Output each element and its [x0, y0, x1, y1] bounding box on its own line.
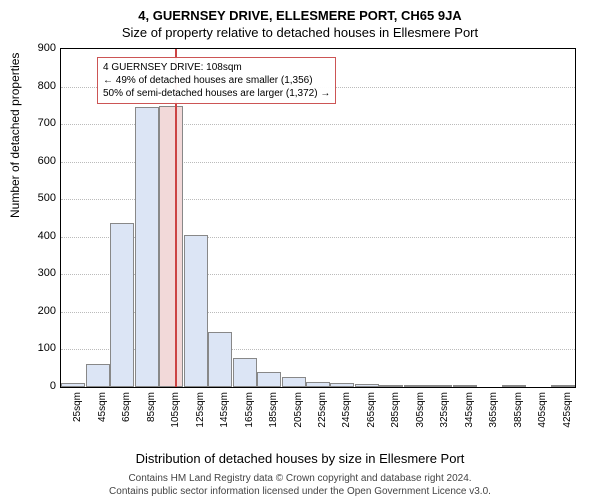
xtick-label: 125sqm: [195, 392, 206, 442]
y-axis-label: Number of detached properties: [8, 53, 22, 218]
xtick-label: 45sqm: [97, 392, 108, 442]
xtick-label: 145sqm: [219, 392, 230, 442]
histogram-bar: [86, 364, 110, 387]
xtick-label: 365sqm: [488, 392, 499, 442]
histogram-bar: [404, 385, 428, 387]
title-main: 4, GUERNSEY DRIVE, ELLESMERE PORT, CH65 …: [0, 0, 600, 23]
histogram-bar: [306, 382, 330, 387]
ytick-label: 400: [26, 230, 56, 242]
histogram-bar: [110, 223, 134, 387]
xtick-label: 25sqm: [72, 392, 83, 442]
xtick-label: 405sqm: [537, 392, 548, 442]
ytick-label: 600: [26, 155, 56, 167]
histogram-bar: [233, 358, 257, 387]
histogram-bar: [184, 235, 208, 387]
ytick-label: 800: [26, 80, 56, 92]
ytick-label: 200: [26, 305, 56, 317]
histogram-bar: [551, 385, 575, 387]
histogram-bar: [135, 107, 159, 387]
footer-line1: Contains HM Land Registry data © Crown c…: [0, 472, 600, 485]
xtick-label: 105sqm: [170, 392, 181, 442]
histogram-bar: [208, 332, 232, 387]
xtick-label: 245sqm: [341, 392, 352, 442]
x-axis-label: Distribution of detached houses by size …: [0, 451, 600, 466]
ytick-label: 700: [26, 117, 56, 129]
ytick-label: 100: [26, 342, 56, 354]
footer-line2: Contains public sector information licen…: [0, 485, 600, 498]
xtick-label: 225sqm: [317, 392, 328, 442]
xtick-label: 345sqm: [464, 392, 475, 442]
xtick-label: 165sqm: [244, 392, 255, 442]
footer: Contains HM Land Registry data © Crown c…: [0, 472, 600, 498]
ytick-label: 500: [26, 192, 56, 204]
histogram-bar: [330, 383, 354, 388]
annotation-line3: 50% of semi-detached houses are larger (…: [103, 87, 330, 100]
histogram-bar: [282, 377, 306, 388]
xtick-label: 205sqm: [293, 392, 304, 442]
xtick-label: 425sqm: [562, 392, 573, 442]
histogram-bar: [379, 385, 403, 387]
plot-area: 4 GUERNSEY DRIVE: 108sqm ← 49% of detach…: [60, 48, 576, 388]
xtick-label: 265sqm: [366, 392, 377, 442]
histogram-bar: [453, 385, 477, 387]
xtick-label: 65sqm: [121, 392, 132, 442]
histogram-bar: [355, 384, 379, 387]
histogram-bar: [502, 385, 526, 387]
annotation-line2: ← 49% of detached houses are smaller (1,…: [103, 74, 330, 87]
ytick-label: 0: [26, 380, 56, 392]
xtick-label: 85sqm: [146, 392, 157, 442]
xtick-label: 305sqm: [415, 392, 426, 442]
histogram-bar: [159, 106, 183, 387]
ytick-label: 300: [26, 267, 56, 279]
chart-container: 4, GUERNSEY DRIVE, ELLESMERE PORT, CH65 …: [0, 0, 600, 500]
annotation-box: 4 GUERNSEY DRIVE: 108sqm ← 49% of detach…: [97, 57, 336, 104]
title-sub: Size of property relative to detached ho…: [0, 23, 600, 40]
annotation-line1: 4 GUERNSEY DRIVE: 108sqm: [103, 61, 330, 74]
xtick-label: 325sqm: [439, 392, 450, 442]
histogram-bar: [428, 385, 452, 387]
xtick-label: 185sqm: [268, 392, 279, 442]
xtick-label: 385sqm: [513, 392, 524, 442]
histogram-bar: [257, 372, 281, 387]
xtick-label: 285sqm: [390, 392, 401, 442]
ytick-label: 900: [26, 42, 56, 54]
histogram-bar: [61, 383, 85, 388]
